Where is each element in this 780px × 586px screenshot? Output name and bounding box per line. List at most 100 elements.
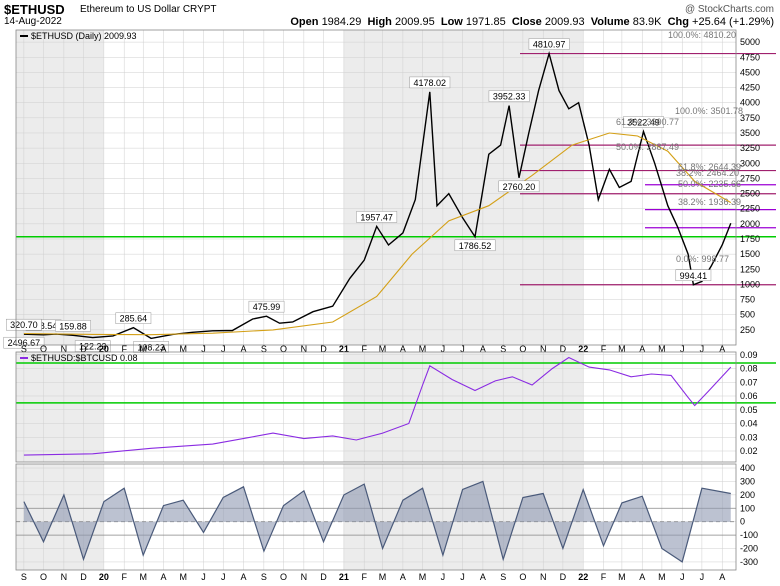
fibonacci-label: 50.0%: 2235.66 — [678, 179, 741, 189]
y-tick-label: 4000 — [740, 98, 760, 108]
oscillator-line — [23, 480, 731, 563]
annotation-box — [454, 239, 496, 252]
volume-value: 83.9K — [632, 16, 662, 28]
volume-label: Volume — [590, 16, 630, 28]
x-tick-label: M — [618, 344, 626, 354]
y-tick-label: 250 — [740, 325, 755, 335]
y-tick-label: 2000 — [740, 219, 760, 229]
price-annotation: 4178.02 — [413, 78, 446, 88]
x-tick-label: S — [500, 572, 506, 582]
oscillator-area — [23, 481, 731, 562]
y-tick-label: 3500 — [740, 128, 760, 138]
series-layer — [23, 50, 732, 563]
price-annotation: 122.23 — [79, 342, 107, 352]
y-tick-label: 1750 — [740, 234, 760, 244]
price-annotation: 168.54 — [30, 321, 58, 331]
x-tick-label: M — [179, 344, 187, 354]
price-annotation: 1957.47 — [360, 212, 393, 222]
x-tick-label: D — [320, 344, 327, 354]
support-resistance-lines — [16, 52, 776, 536]
x-tick-label: F — [121, 344, 127, 354]
annotation-box — [528, 38, 570, 50]
x-tick-label: F — [361, 344, 367, 354]
annotation-box — [623, 116, 664, 128]
x-tick-label: O — [40, 572, 47, 582]
close-value: 2009.93 — [544, 16, 585, 28]
year-band — [16, 352, 104, 462]
price-annotation: 2496.67 — [8, 338, 41, 348]
y-tick-label: 0.09 — [740, 350, 758, 360]
x-tick-label: O — [519, 344, 526, 354]
y-tick-label: 750 — [740, 295, 755, 305]
x-tick-label: J — [700, 572, 705, 582]
annotation-box — [409, 76, 451, 89]
x-tick-label: N — [540, 572, 547, 582]
x-tick-label: D — [560, 572, 567, 582]
fibonacci-label: 0.0%: 998.77 — [676, 254, 729, 264]
panel-frame — [15, 463, 737, 571]
x-tick-label: J — [441, 572, 446, 582]
y-tick-label: -200 — [740, 544, 758, 554]
x-tick-label: A — [639, 572, 645, 582]
x-tick-label: D — [320, 572, 327, 582]
x-tick-label: 22 — [578, 572, 588, 582]
panel-frame — [15, 351, 737, 463]
low-value: 1971.85 — [465, 16, 506, 28]
chg-label: Chg — [667, 16, 689, 28]
x-tick-label: 22 — [578, 344, 588, 354]
x-tick-label: F — [121, 572, 127, 582]
annotation-box — [74, 340, 111, 352]
annotation-box — [675, 269, 712, 282]
x-tick-label: D — [560, 344, 567, 354]
legend-label: $ETHUSD:$BTCUSD 0.08 — [31, 353, 138, 363]
x-tick-label: M — [419, 572, 427, 582]
y-tick-label: 100 — [740, 503, 755, 513]
x-tick-label: S — [261, 572, 267, 582]
x-tick-label: A — [161, 572, 167, 582]
x-tick-label: A — [241, 344, 247, 354]
fibonacci-label: 100.0%: 3501.78 — [675, 106, 743, 116]
low-label: Low — [440, 16, 463, 28]
annotation-box — [115, 312, 152, 324]
x-tick-label: A — [161, 344, 167, 354]
y-tick-label: 4500 — [740, 67, 760, 77]
x-tick-label: D — [80, 344, 87, 354]
price-annotation: 285.64 — [120, 314, 148, 324]
x-tick-label: M — [379, 344, 387, 354]
stockcharts-credit: @ StockCharts.com — [684, 4, 774, 15]
y-tick-label: 1000 — [740, 279, 760, 289]
fibonacci-label: 61.8%: 2644.39 — [678, 162, 741, 172]
y-tick-label: -100 — [740, 530, 758, 540]
y-tick-label: 4250 — [740, 83, 760, 93]
annotation-box — [55, 320, 91, 332]
y-tick-label: 3250 — [740, 143, 760, 153]
y-tick-label: 2250 — [740, 204, 760, 214]
annotation-box — [133, 341, 169, 353]
high-label: High — [367, 16, 392, 28]
x-tick-label: J — [460, 572, 465, 582]
panel-frame — [15, 29, 737, 346]
price-annotation: 475.99 — [253, 302, 281, 312]
x-tick-label: A — [639, 344, 645, 354]
price-annotation: 108.23 — [137, 342, 165, 352]
year-bands — [16, 30, 584, 570]
annotation-box — [488, 90, 530, 102]
y-tick-label: 0.03 — [740, 432, 758, 442]
x-tick-label: A — [719, 572, 725, 582]
x-tick-label: M — [139, 344, 147, 354]
y-tick-label: 5000 — [740, 37, 760, 47]
chart-date: 14-Aug-2022 — [4, 16, 62, 27]
y-tick-label: 0.05 — [740, 405, 758, 415]
x-tick-label: O — [280, 572, 287, 582]
x-tick-label: N — [61, 572, 68, 582]
moving-average-line — [23, 132, 732, 336]
y-tick-label: 3750 — [740, 113, 760, 123]
x-tick-label: F — [601, 344, 607, 354]
y-tick-label: 0.06 — [740, 391, 758, 401]
price-annotation: 1786.52 — [459, 241, 492, 251]
annotation-box — [6, 318, 42, 331]
open-value: 1984.29 — [321, 16, 362, 28]
x-tick-label: N — [61, 344, 68, 354]
